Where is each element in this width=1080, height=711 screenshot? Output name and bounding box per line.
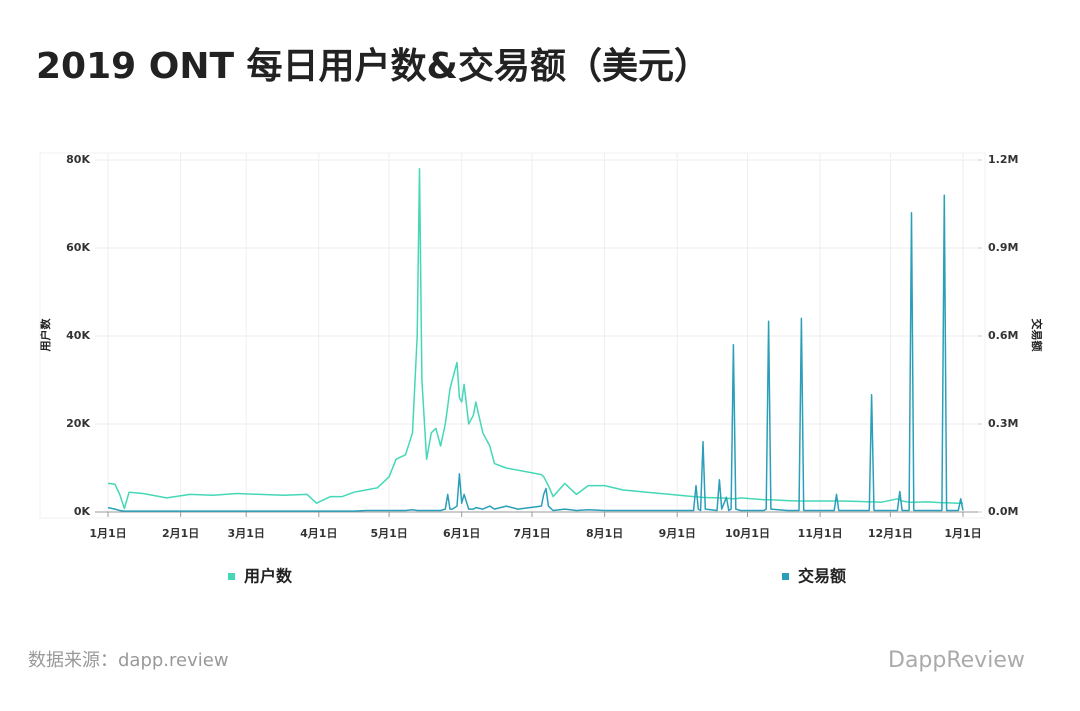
y2-tick-label: 0.0M [988, 505, 1018, 518]
y2-tick-label: 0.6M [988, 329, 1018, 342]
x-tick-label: 10月1日 [725, 527, 770, 540]
series-line [107, 194, 964, 512]
y2-tick-label: 0.9M [988, 241, 1018, 254]
x-tick-label: 9月1日 [659, 527, 696, 540]
y2-tick-label: 0.3M [988, 417, 1018, 430]
series-line [107, 168, 963, 510]
x-tick-label: 1月1日 [89, 527, 126, 540]
y2-axis-label: 交易额 [1030, 319, 1044, 352]
y-tick-label: 80K [66, 153, 90, 166]
x-tick-label: 12月1日 [868, 527, 913, 540]
x-tick-label: 11月1日 [798, 527, 843, 540]
y-tick-label: 20K [66, 417, 90, 430]
legend-swatch [782, 573, 789, 580]
y-tick-label: 40K [66, 329, 90, 342]
legend-swatch [228, 573, 235, 580]
x-tick-label: 1月1日 [944, 527, 981, 540]
x-tick-label: 2月1日 [162, 527, 199, 540]
legend-label: 用户数 [244, 567, 293, 586]
watermark: DappReview [888, 648, 1025, 673]
y2-tick-label: 1.2M [988, 153, 1018, 166]
source-note: 数据来源：dapp.review [28, 650, 229, 671]
chart-title: 2019 ONT 每日用户数&交易额（美元） [36, 45, 710, 87]
x-tick-label: 4月1日 [300, 527, 337, 540]
y-tick-label: 0K [74, 505, 91, 518]
legend-label: 交易额 [798, 567, 846, 586]
x-tick-label: 3月1日 [228, 527, 265, 540]
x-tick-label: 6月1日 [443, 527, 480, 540]
x-tick-label: 5月1日 [370, 527, 407, 540]
plot-frame [39, 152, 986, 519]
y-tick-label: 60K [66, 241, 90, 254]
y-axis-label: 用户数 [38, 318, 52, 352]
x-tick-label: 7月1日 [513, 527, 550, 540]
x-tick-label: 8月1日 [586, 527, 623, 540]
